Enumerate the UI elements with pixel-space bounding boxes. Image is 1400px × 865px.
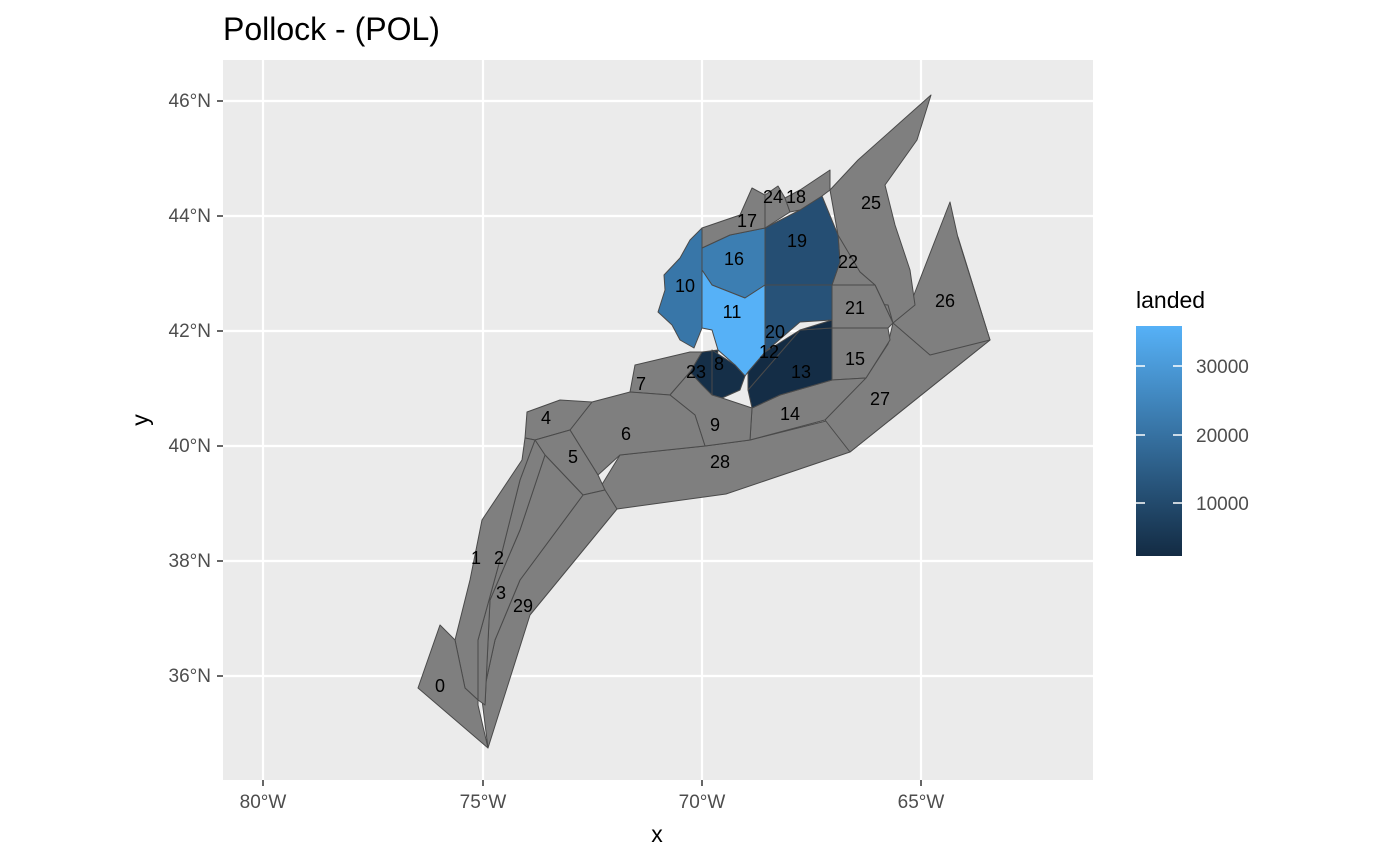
zone-label: 23	[686, 362, 706, 382]
zone-label: 0	[435, 676, 445, 696]
legend-colorbar	[1136, 326, 1182, 556]
y-tick-label: 40°N	[169, 436, 211, 457]
x-tick-label: 75°W	[460, 792, 507, 813]
x-tick-label: 65°W	[898, 792, 945, 813]
zone-11-polygon[interactable]	[701, 269, 766, 377]
zone-label: 20	[765, 322, 785, 342]
zone-0-polygon[interactable]	[417, 624, 489, 749]
zone-12-polygon[interactable]	[747, 319, 833, 391]
legend: landed 30000 20000 10000	[1136, 287, 1249, 556]
zone-labels: 0 1 2 3 4 5 6 7 8 9 10 11 12 13 14 15 16…	[435, 187, 955, 696]
zone-label: 29	[513, 596, 533, 616]
y-tick-label: 36°N	[169, 666, 211, 687]
zone-label: 8	[714, 354, 724, 374]
zone-label: 19	[787, 231, 807, 251]
zone-label: 15	[845, 349, 865, 369]
zone-label: 1	[471, 548, 481, 568]
x-tick-label: 80°W	[240, 792, 287, 813]
y-tick-label: 44°N	[169, 206, 211, 227]
zone-label: 13	[791, 362, 811, 382]
zone-label: 22	[838, 252, 858, 272]
zones-layer	[417, 94, 991, 749]
zone-label: 21	[845, 298, 865, 318]
x-axis-title: x	[651, 821, 663, 847]
zone-label: 26	[935, 291, 955, 311]
x-axis	[262, 780, 922, 786]
y-tick-labels: 46°N 44°N 42°N 40°N 38°N 36°N	[169, 91, 211, 687]
zone-label: 4	[541, 408, 551, 428]
x-tick-label: 70°W	[679, 792, 726, 813]
zone-label: 9	[710, 415, 720, 435]
legend-tick-label: 30000	[1196, 357, 1249, 378]
legend-title: landed	[1136, 287, 1205, 313]
zone-label: 27	[870, 389, 890, 409]
x-tick-labels: 80°W 75°W 70°W 65°W	[240, 792, 945, 813]
zone-10-polygon[interactable]	[657, 227, 703, 349]
legend-tick-label: 20000	[1196, 426, 1249, 447]
zone-label: 10	[675, 276, 695, 296]
zone-label: 11	[723, 302, 742, 322]
zone-label: 12	[759, 342, 779, 362]
zone-label: 18	[786, 187, 806, 207]
zone-label: 16	[724, 249, 744, 269]
zone-label: 28	[710, 452, 730, 472]
zone-label: 25	[861, 193, 881, 213]
zone-label: 5	[568, 447, 578, 467]
zone-label: 17	[737, 211, 757, 231]
zone-label: 2	[494, 548, 504, 568]
y-tick-label: 38°N	[169, 551, 211, 572]
y-axis-title: y	[127, 414, 153, 426]
zone-18-polygon[interactable]	[784, 169, 831, 213]
zone-label: 6	[621, 424, 631, 444]
zone-label: 14	[780, 404, 800, 424]
zone-label: 7	[636, 374, 646, 394]
zone-label: 24	[763, 187, 783, 207]
map-title: Pollock - (POL)	[223, 11, 440, 47]
y-tick-label: 42°N	[169, 321, 211, 342]
legend-tick-label: 10000	[1196, 494, 1249, 515]
y-axis	[217, 100, 223, 677]
zone-label: 3	[496, 583, 506, 603]
y-tick-label: 46°N	[169, 91, 211, 112]
